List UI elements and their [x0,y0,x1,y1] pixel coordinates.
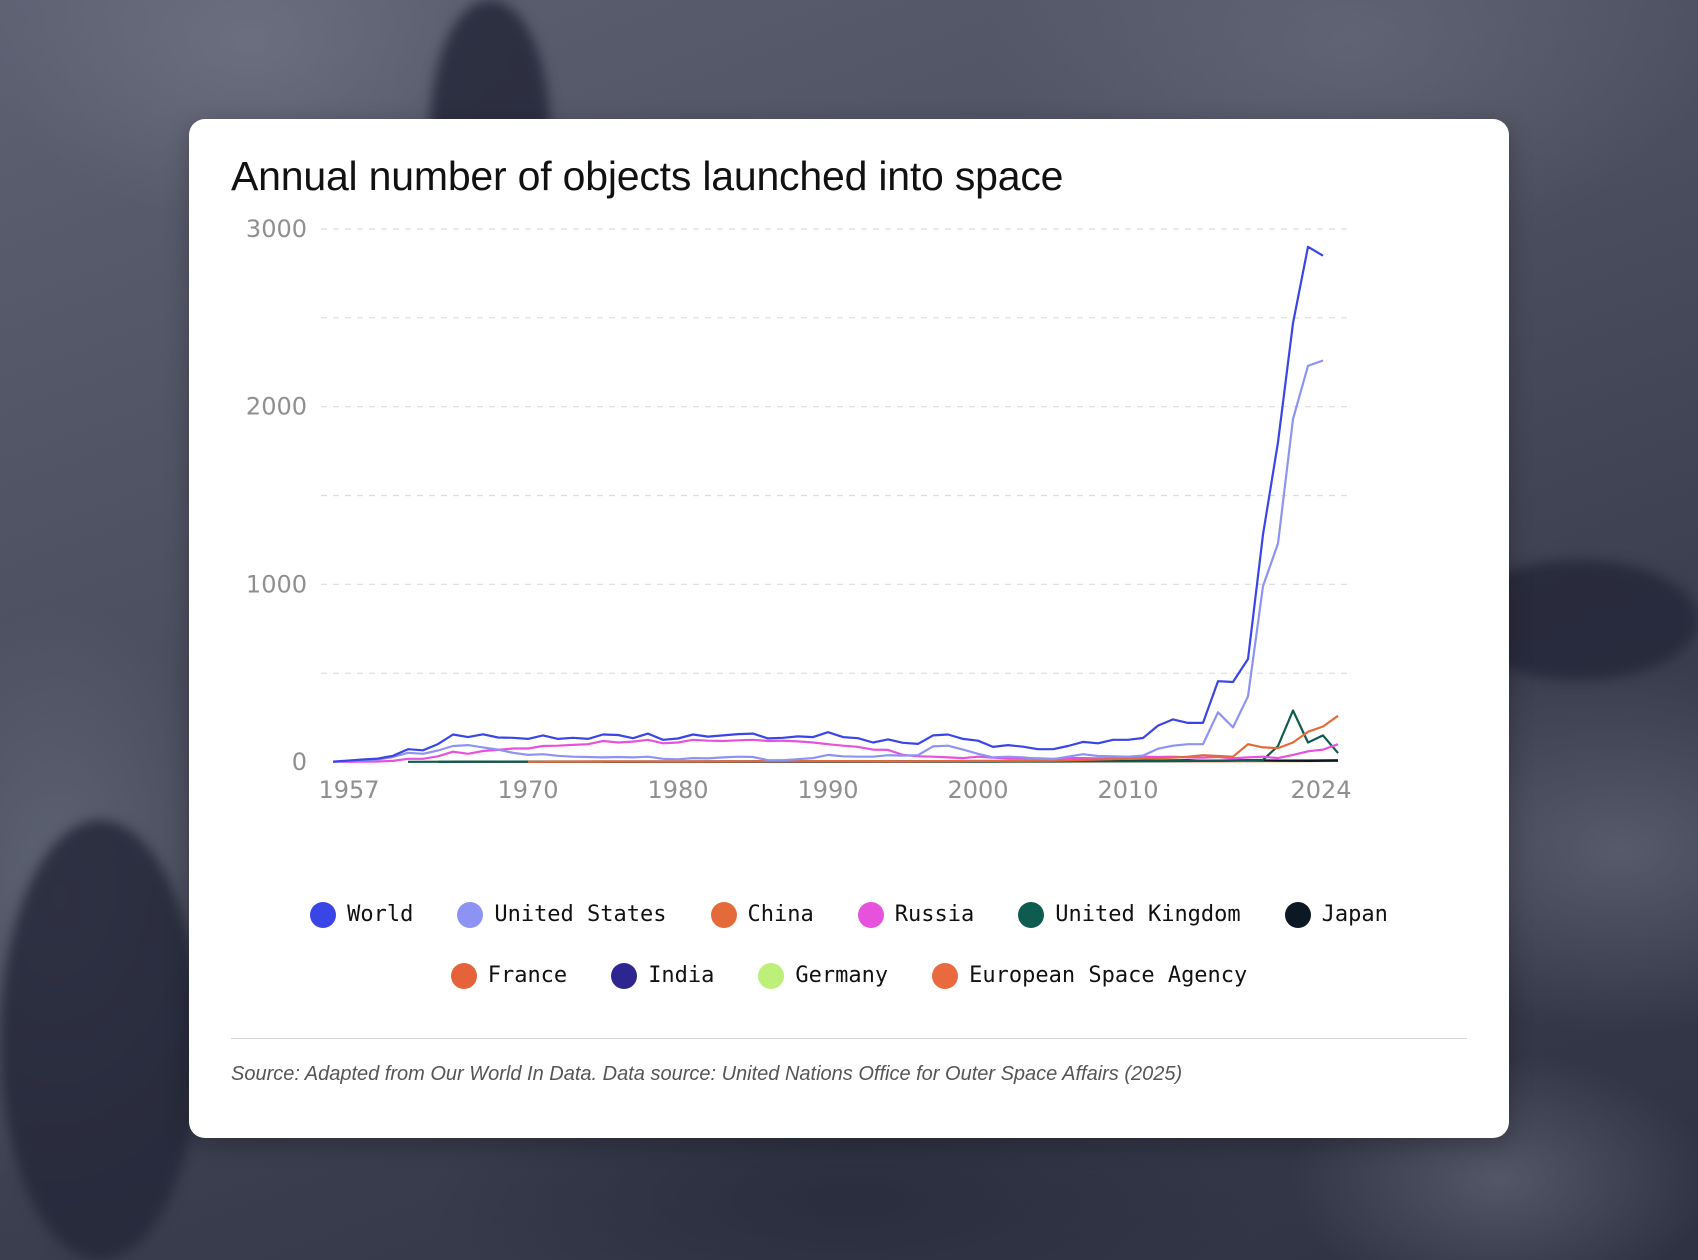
legend-label: India [648,963,715,988]
legend-item-united-kingdom[interactable]: United Kingdom [1018,901,1241,928]
background-river [0,820,200,1260]
y-tick-label: 1000 [246,570,307,598]
x-tick-label: 1970 [497,776,558,804]
source-note: Source: Adapted from Our World In Data. … [231,1063,1183,1085]
y-tick-label: 3000 [246,215,307,243]
series-line-russia [332,738,1339,763]
x-axis-ticks: 1957 1970 1980 1990 2000 2010 2024 [318,776,1351,804]
legend-swatch [1018,901,1045,928]
legend-swatch [450,962,477,989]
legend-item-china[interactable]: China [710,901,814,928]
line-chart: 0 1000 2000 3000 1957 1970 1980 1990 2000 2010 20… [246,215,1353,804]
divider [231,1038,1467,1039]
series-line-world [332,245,1324,763]
legend-item-russia[interactable]: Russia [857,901,975,928]
legend-swatch [310,901,337,928]
legend-label: China [747,902,814,927]
legend-label: France [487,963,568,988]
x-tick-label: 1990 [797,776,858,804]
legend-swatch [457,901,484,928]
legend-swatch [932,962,959,989]
legend-label: United Kingdom [1055,902,1241,927]
legend-label: Japan [1321,902,1388,927]
x-tick-label: 1957 [318,776,379,804]
grid-lines [321,228,1353,674]
x-tick-label: 2010 [1097,776,1158,804]
legend-label: European Space Agency [969,963,1248,988]
x-tick-label: 1980 [647,776,708,804]
legend-item-france[interactable]: France [450,962,568,989]
x-tick-label: 2024 [1290,776,1351,804]
y-tick-label: 0 [292,748,307,776]
series-lines [332,245,1339,764]
legend-item-european-space-agency[interactable]: European Space Agency [932,962,1247,989]
x-tick-label: 2000 [947,776,1008,804]
legend-item-united-states[interactable]: United States [457,901,667,928]
legend-item-germany[interactable]: Germany [758,962,888,989]
legend-label: United States [494,902,667,927]
legend-label: Russia [894,902,975,927]
legend-swatch [857,901,884,928]
legend-swatch [611,962,638,989]
y-axis-ticks: 0 1000 2000 3000 [246,215,307,776]
series-line-united-states [332,359,1324,764]
legend-item-japan[interactable]: Japan [1284,901,1388,928]
legend-item-world[interactable]: World [310,901,413,928]
legend-label: World [347,902,414,927]
legend-item-india[interactable]: India [611,962,714,989]
legend-swatch [710,901,737,928]
chart-title: Annual number of objects launched into s… [231,153,1064,199]
legend-swatch [1284,901,1311,928]
chart-legend: World United States China Russia United King… [189,901,1509,989]
series-line-china [527,714,1339,763]
chart-card: Annual number of objects launched into s… [189,119,1509,1138]
y-tick-label: 2000 [246,393,307,421]
legend-swatch [758,962,785,989]
legend-label: Germany [795,963,889,988]
